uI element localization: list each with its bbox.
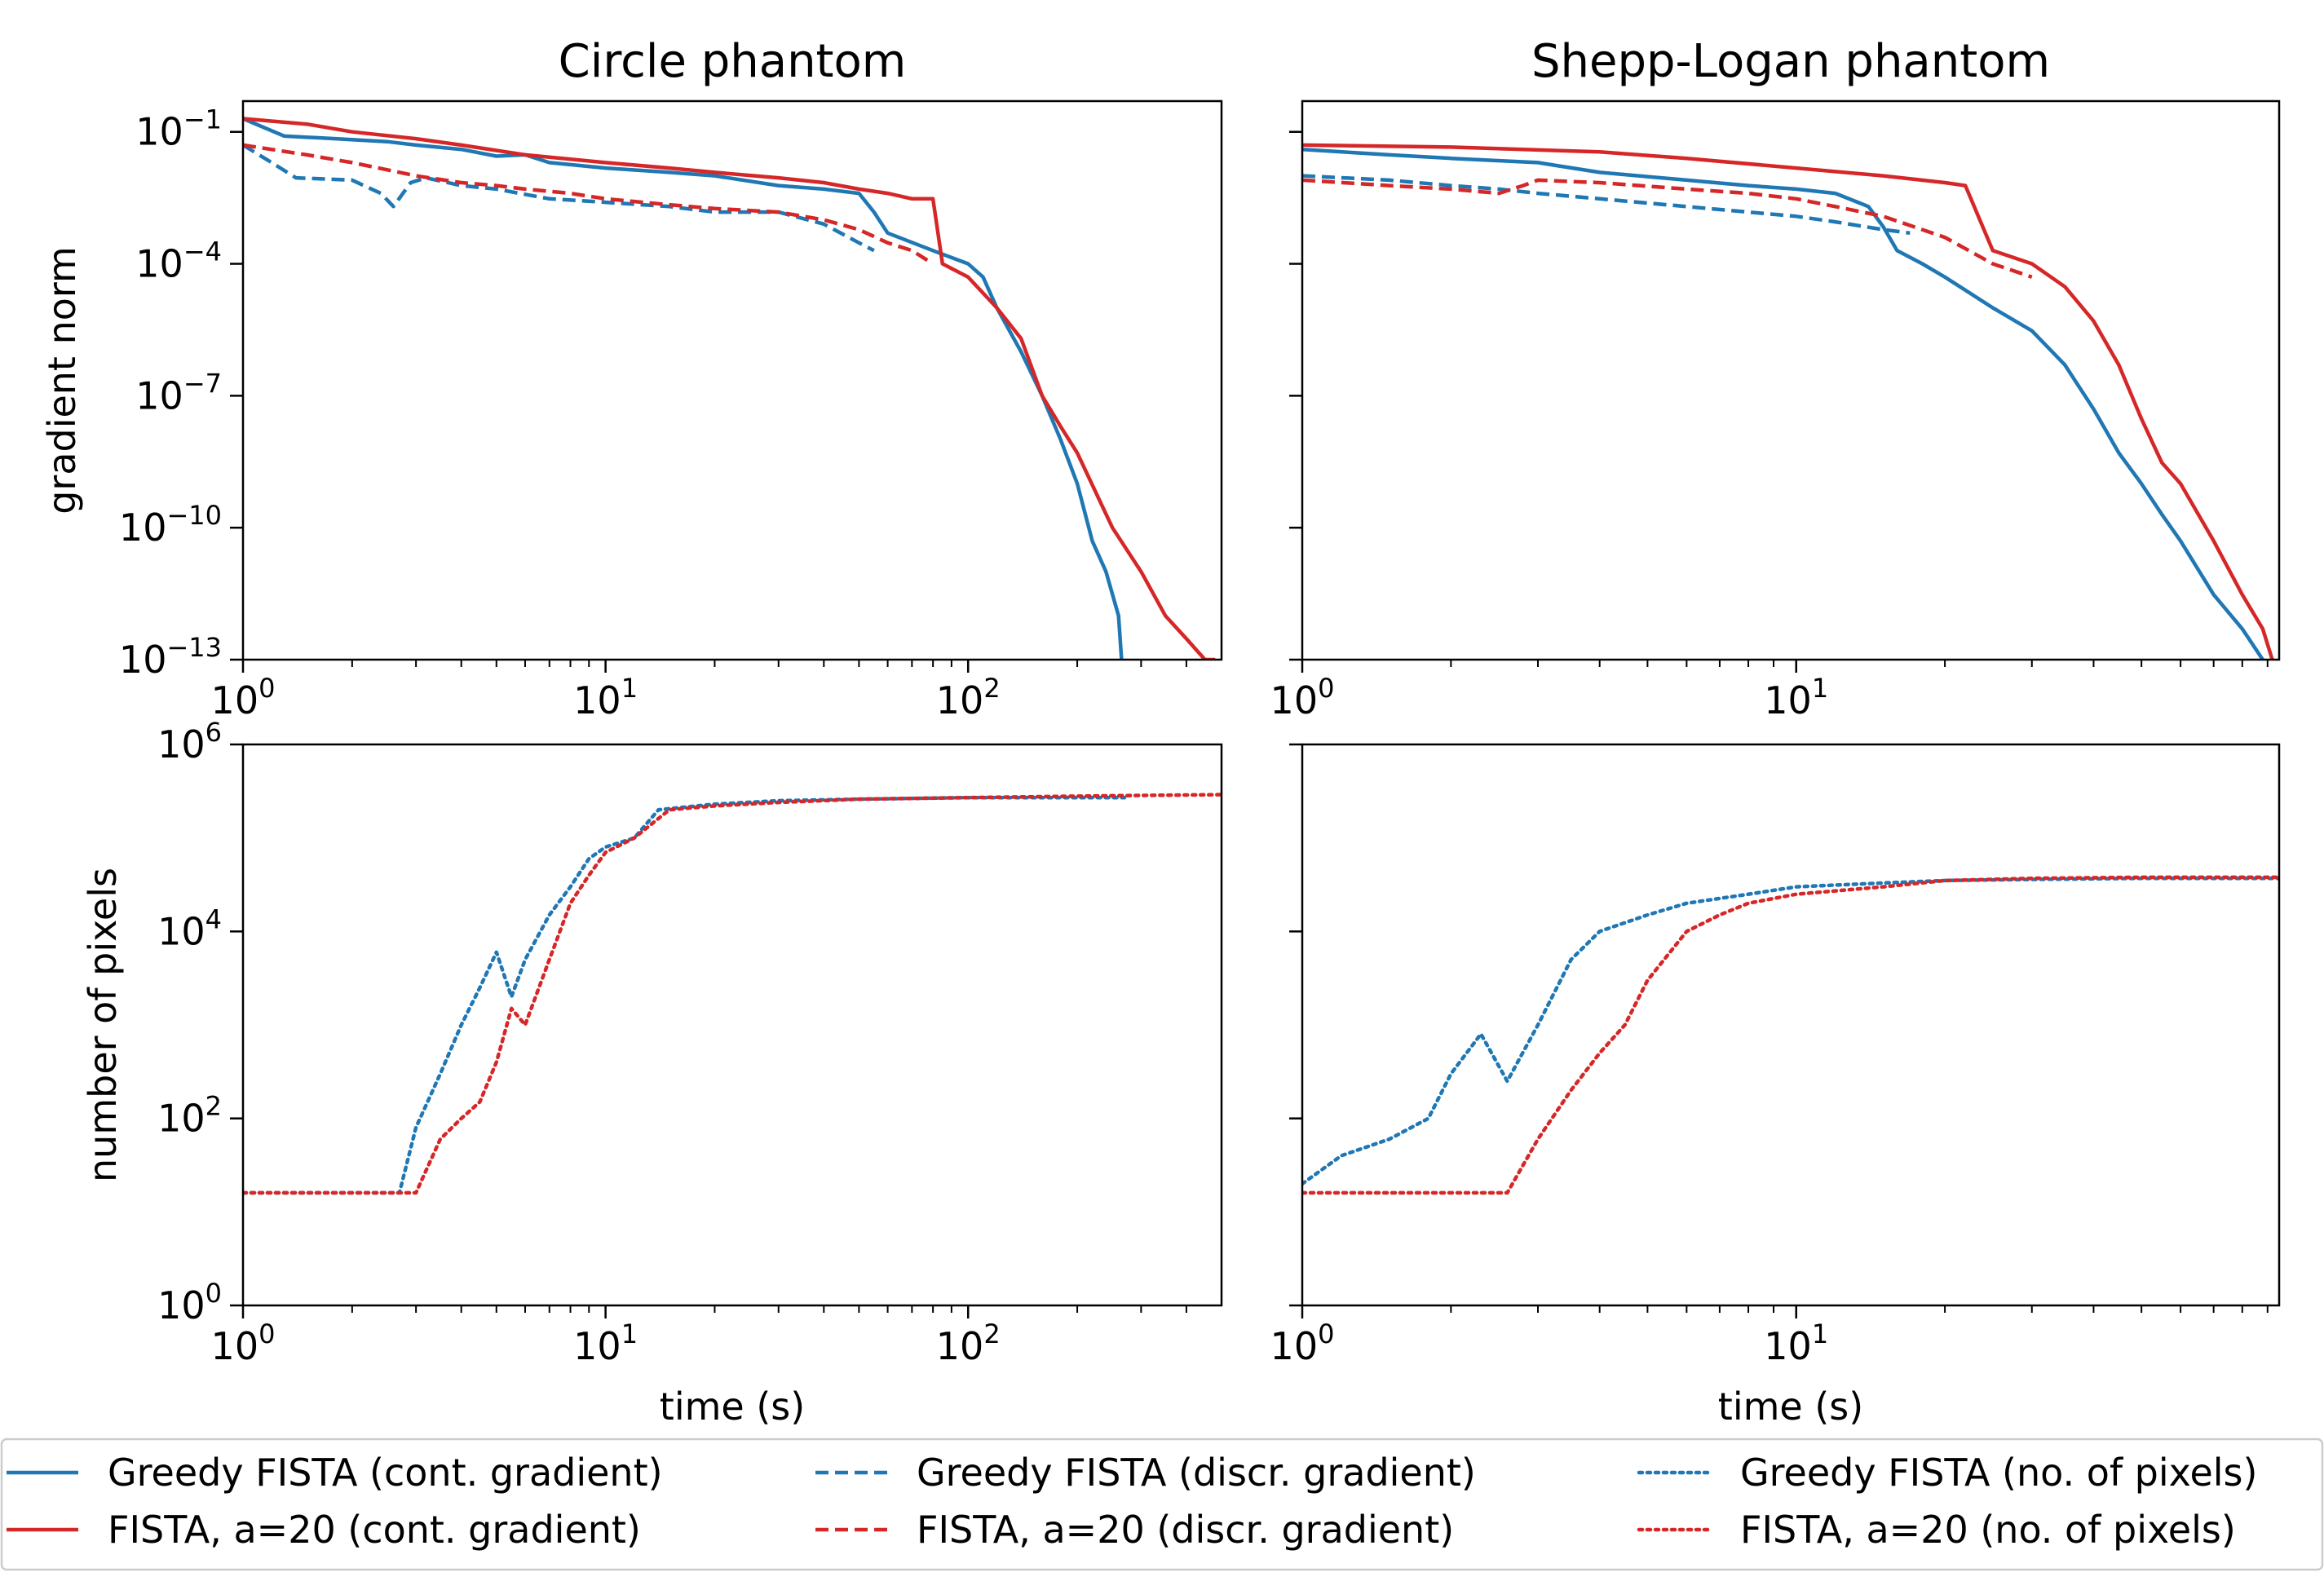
legend-label: FISTA, a=20 (no. of pixels) (1740, 1508, 2236, 1552)
y-tick-label: 10−4 (135, 236, 222, 286)
x-tick-label: 102 (936, 1318, 1001, 1368)
series-line-1 (243, 117, 1216, 660)
series-line-1 (1302, 875, 2279, 1195)
y-tick-label: 106 (157, 717, 222, 766)
y-tick-label: 10−1 (135, 104, 222, 154)
series-line-2 (1302, 174, 1911, 236)
x-tick-label: 101 (573, 673, 638, 722)
series-line-1 (243, 793, 1222, 1195)
x-tick-label: 100 (1270, 673, 1335, 722)
legend: Greedy FISTA (cont. gradient) FISTA, a=20… (0, 1438, 2324, 1571)
x-tick-label: 100 (211, 673, 276, 722)
y-tick-label: 104 (157, 903, 222, 953)
x-axis-label: time (s) (660, 1385, 805, 1429)
series-line-1 (1302, 143, 2274, 660)
legend-label: FISTA, a=20 (cont. gradient) (108, 1508, 641, 1552)
legend-label: Greedy FISTA (discr. gradient) (917, 1451, 1476, 1495)
series-line-2 (243, 143, 875, 253)
y-tick-label: 100 (157, 1278, 222, 1327)
panel-0: 100 101 102 10−1 10−4 10−7 10−10 10−13 Circle ph… (40, 35, 1223, 722)
series-line-3 (1302, 178, 2033, 279)
series-line-0 (1302, 147, 2264, 660)
series-line-0 (1302, 876, 2279, 1186)
plot-frame (1301, 743, 2281, 1307)
x-tick-label: 101 (1764, 673, 1828, 722)
panel-title: Shepp-Logan phantom (1531, 35, 2050, 88)
x-tick-label: 100 (1270, 1318, 1335, 1368)
plot-frame (1301, 99, 2281, 661)
x-tick-label: 101 (1764, 1318, 1828, 1368)
y-tick-label: 102 (157, 1091, 222, 1141)
plot-frame (241, 99, 1223, 661)
y-axis-label: number of pixels (81, 868, 125, 1182)
y-tick-label: 10−7 (135, 368, 222, 417)
panel-2: 100 101 102 106 104 102 100 time (s) number of p… (81, 717, 1223, 1429)
x-tick-label: 102 (936, 673, 1001, 722)
x-axis-label: time (s) (1718, 1385, 1863, 1429)
y-tick-label: 10−10 (119, 500, 222, 550)
panel-3: 100 101 time (s) (1270, 743, 2281, 1429)
legend-label: FISTA, a=20 (discr. gradient) (917, 1508, 1454, 1552)
x-tick-label: 101 (573, 1318, 638, 1368)
panel-title: Circle phantom (559, 35, 907, 88)
series-line-0 (243, 795, 1127, 1195)
plot-frame (241, 743, 1223, 1307)
y-tick-label: 10−13 (119, 632, 222, 682)
series-line-0 (243, 117, 1124, 660)
legend-label: Greedy FISTA (no. of pixels) (1740, 1451, 2257, 1495)
series-line-3 (243, 143, 934, 266)
y-axis-label: gradient norm (40, 246, 84, 515)
legend-label: Greedy FISTA (cont. gradient) (108, 1451, 663, 1495)
x-tick-label: 100 (211, 1318, 276, 1368)
legend-box (0, 1438, 2324, 1571)
panel-1: 100 101 Shepp-Logan phantom (1270, 35, 2281, 722)
